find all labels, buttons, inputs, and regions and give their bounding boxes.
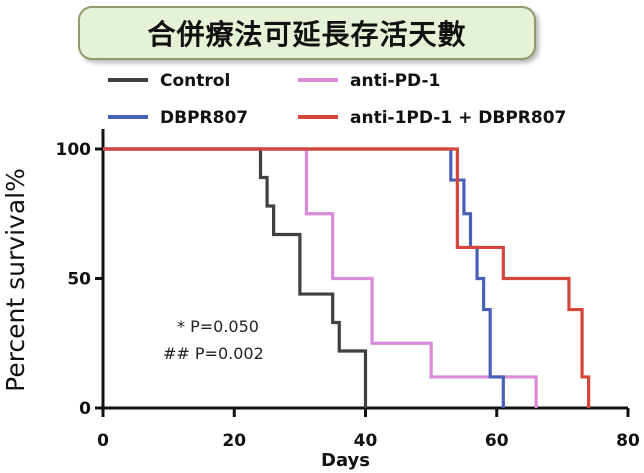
x-tick-label: 80: [616, 431, 640, 451]
x-tick-label: 0: [97, 431, 109, 451]
y-tick-label: 0: [79, 399, 91, 419]
x-tick-label: 40: [354, 431, 378, 451]
annotation-p1: * P=0.050: [177, 317, 259, 336]
legend-label-0: Control: [160, 71, 230, 91]
x-tick-label: 20: [222, 431, 246, 451]
legend: Control anti-PD-1 DBPR807 anti-1PD-1 + DBPR…: [108, 71, 566, 128]
annotation-p2: ## P=0.002: [163, 344, 264, 363]
x-tick-label: 60: [485, 431, 509, 451]
y-axis-title: Percent survival%: [1, 168, 30, 392]
series-line-2: [103, 147, 505, 408]
x-axis-title: Days: [321, 450, 370, 471]
y-tick-label: 50: [67, 270, 91, 290]
series-line-3: [103, 147, 591, 408]
series-layer: [103, 147, 591, 408]
legend-label-3: anti-1PD-1 + DBPR807: [350, 108, 566, 128]
legend-label-1: anti-PD-1: [350, 71, 440, 91]
annotations: * P=0.050 ## P=0.002: [163, 317, 264, 363]
y-tick-label: 100: [56, 140, 92, 160]
legend-label-2: DBPR807: [160, 108, 248, 128]
series-line-0: [103, 147, 368, 408]
chart-title: 合併療法可延長存活天數: [78, 6, 536, 60]
axes: 0 50 100 0 20 40 60 80 Days Percent survival%: [1, 129, 640, 471]
series-line-1: [103, 147, 538, 408]
